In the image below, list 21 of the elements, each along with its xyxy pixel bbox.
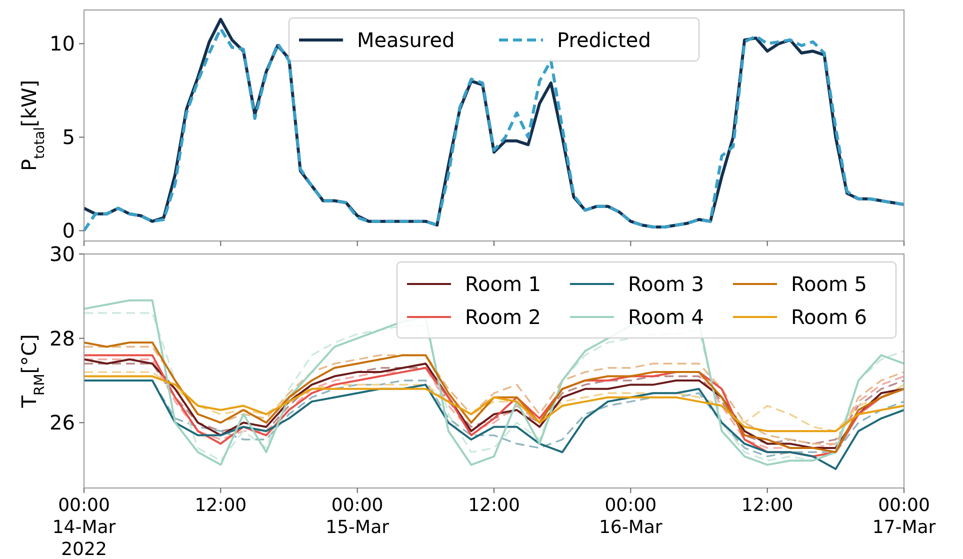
x-tick-label: 12:00 <box>741 495 794 516</box>
y-tick-label: 5 <box>62 125 75 150</box>
y-tick-label: 28 <box>50 326 75 350</box>
x-tick-label: 00:00 17-Mar <box>872 495 936 538</box>
y-tick-label: 30 <box>50 242 75 266</box>
legend-label: Room 5 <box>791 272 868 296</box>
legend-label: Room 6 <box>791 305 868 329</box>
legend-label: Room 2 <box>465 305 542 329</box>
y-tick-label: 26 <box>50 410 75 435</box>
y-tick-label: 10 <box>50 32 75 56</box>
x-tick-label: 12:00 <box>194 495 247 516</box>
legend-label: Room 3 <box>628 272 704 296</box>
x-tick-label: 00:00 16-Mar <box>598 495 663 538</box>
legend-label: Room 1 <box>465 272 542 296</box>
x-tick-label: 00:00 15-Mar <box>326 495 390 538</box>
y-tick-label: 0 <box>62 218 75 243</box>
legend-label: Room 4 <box>628 305 704 329</box>
x-tick-label: 12:00 <box>468 495 520 516</box>
legend-label: Measured <box>357 28 455 52</box>
legend-label: Predicted <box>557 28 651 52</box>
x-tick-label: 00:00 14-Mar 2022 <box>52 495 116 559</box>
